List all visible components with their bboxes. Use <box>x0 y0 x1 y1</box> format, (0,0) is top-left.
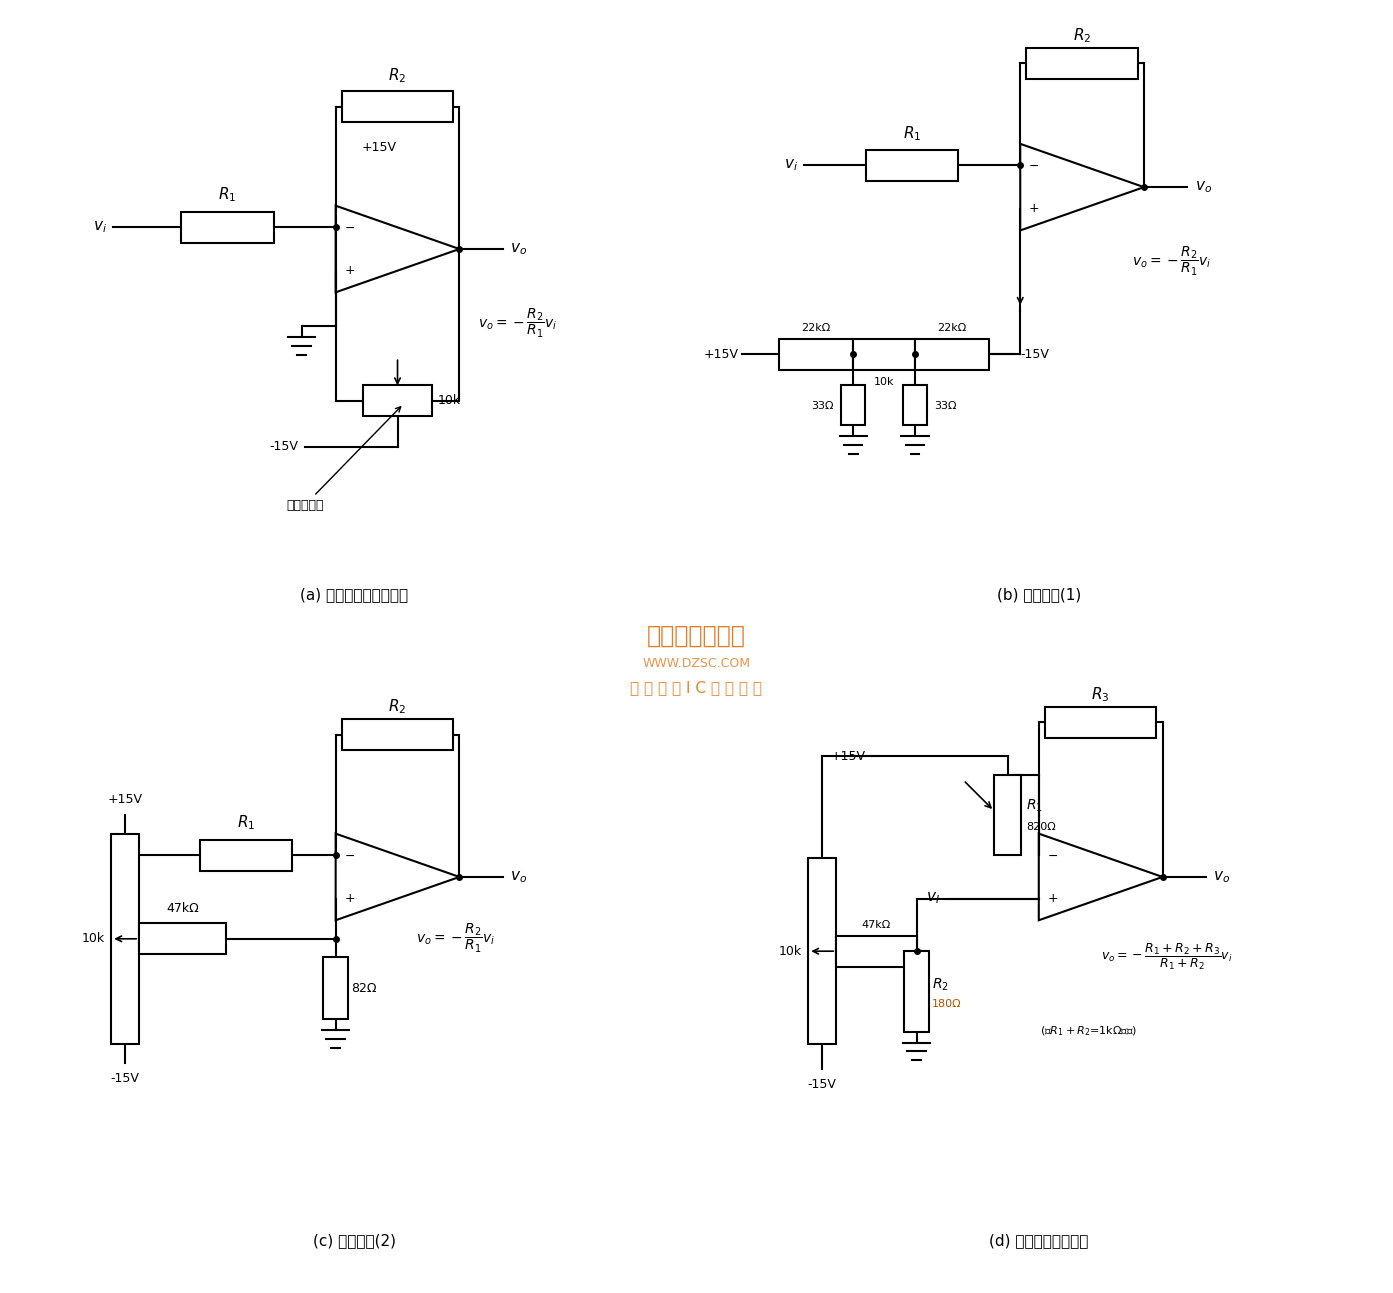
Text: $R_2$: $R_2$ <box>389 66 407 85</box>
Text: -15V: -15V <box>808 1078 837 1091</box>
Text: +15V: +15V <box>361 141 397 154</box>
Text: -15V: -15V <box>270 441 298 454</box>
Text: $R_1$: $R_1$ <box>1027 798 1043 815</box>
Text: $+$: $+$ <box>344 264 355 277</box>
Text: $+$: $+$ <box>1028 202 1039 216</box>
Text: 33Ω: 33Ω <box>935 401 957 411</box>
Text: (a) 有失调调整端的情况: (a) 有失调调整端的情况 <box>299 587 408 601</box>
Bar <box>808 859 836 1043</box>
Text: 10k: 10k <box>437 394 461 407</box>
Text: +15V: +15V <box>107 793 143 806</box>
Text: +15V: +15V <box>703 348 738 361</box>
Text: WWW.DZSC.COM: WWW.DZSC.COM <box>642 657 751 670</box>
Text: 33Ω: 33Ω <box>812 401 834 411</box>
Text: 可变电阻器: 可变电阻器 <box>286 407 401 512</box>
Text: $v_o$: $v_o$ <box>1213 869 1230 884</box>
Text: +15V: +15V <box>830 750 865 763</box>
Bar <box>865 150 958 181</box>
Text: $R_3$: $R_3$ <box>1092 685 1110 703</box>
Text: 全 球 最 大 I C 采 购 网 站: 全 球 最 大 I C 采 购 网 站 <box>631 680 762 696</box>
Text: (以$R_1+R_2$=1kΩ为例): (以$R_1+R_2$=1kΩ为例) <box>1039 1025 1137 1038</box>
Bar <box>111 834 139 1043</box>
Text: 10k: 10k <box>82 932 106 945</box>
Text: $v_o=-\dfrac{R_2}{R_1}v_i$: $v_o=-\dfrac{R_2}{R_1}v_i$ <box>478 306 557 340</box>
Text: $v_i$: $v_i$ <box>114 847 128 864</box>
Text: (b) 失调调整(1): (b) 失调调整(1) <box>996 587 1081 601</box>
Bar <box>836 936 917 967</box>
Text: $v_i$: $v_i$ <box>93 220 107 235</box>
Text: $+$: $+$ <box>1046 892 1059 905</box>
Text: 22kΩ: 22kΩ <box>937 322 967 332</box>
Bar <box>841 385 865 425</box>
Bar <box>903 385 926 425</box>
Bar <box>904 952 929 1032</box>
Text: 10k: 10k <box>873 378 894 387</box>
Text: (c) 失调调整(2): (c) 失调调整(2) <box>312 1234 396 1248</box>
Text: $R_1$: $R_1$ <box>903 124 921 142</box>
Text: -15V: -15V <box>1020 348 1049 361</box>
Text: $R_2$: $R_2$ <box>932 978 949 993</box>
Text: $R_1$: $R_1$ <box>237 813 255 833</box>
Text: $-$: $-$ <box>344 221 355 234</box>
Text: $-$: $-$ <box>1046 848 1057 862</box>
Text: 维库电子市场网: 维库电子市场网 <box>648 625 745 648</box>
Text: -15V: -15V <box>111 1072 139 1085</box>
Text: $R_2$: $R_2$ <box>1073 26 1091 45</box>
Text: $-$: $-$ <box>344 848 355 862</box>
Bar <box>915 339 989 370</box>
Text: 22kΩ: 22kΩ <box>801 322 830 332</box>
Text: 820Ω: 820Ω <box>1027 822 1056 833</box>
Text: 82Ω: 82Ω <box>351 981 376 994</box>
Text: $R_1$: $R_1$ <box>219 186 237 204</box>
Text: 47kΩ: 47kΩ <box>166 903 199 915</box>
Bar <box>853 339 915 370</box>
Bar <box>779 339 853 370</box>
Bar <box>181 212 274 243</box>
Bar <box>139 923 226 954</box>
Text: $v_o=-\dfrac{R_2}{R_1}v_i$: $v_o=-\dfrac{R_2}{R_1}v_i$ <box>1131 244 1211 278</box>
Text: 47kΩ: 47kΩ <box>862 919 892 930</box>
Bar <box>1045 707 1156 738</box>
Bar <box>1027 48 1138 79</box>
Text: (d) 非反转放大的情况: (d) 非反转放大的情况 <box>989 1234 1088 1248</box>
Bar <box>199 840 293 870</box>
Text: 180Ω: 180Ω <box>932 998 961 1009</box>
Bar <box>364 385 432 416</box>
Text: $v_o=-\dfrac{R_1+R_2+R_3}{R_1+R_2}v_i$: $v_o=-\dfrac{R_1+R_2+R_3}{R_1+R_2}v_i$ <box>1100 943 1233 972</box>
Bar <box>995 775 1021 855</box>
Bar <box>323 957 348 1019</box>
Text: $v_i$: $v_i$ <box>783 158 797 173</box>
Bar <box>341 719 453 750</box>
Text: 10k: 10k <box>779 945 802 958</box>
Bar <box>341 92 453 122</box>
Text: $v_o$: $v_o$ <box>510 869 527 884</box>
Text: $+$: $+$ <box>344 892 355 905</box>
Text: $-$: $-$ <box>1028 159 1039 172</box>
Text: $v_o$: $v_o$ <box>510 242 527 257</box>
Text: $R_2$: $R_2$ <box>389 697 407 716</box>
Text: $v_I$: $v_I$ <box>926 891 940 906</box>
Text: $v_o=-\dfrac{R_2}{R_1}v_i$: $v_o=-\dfrac{R_2}{R_1}v_i$ <box>417 922 496 956</box>
Text: $v_o$: $v_o$ <box>1195 180 1212 195</box>
